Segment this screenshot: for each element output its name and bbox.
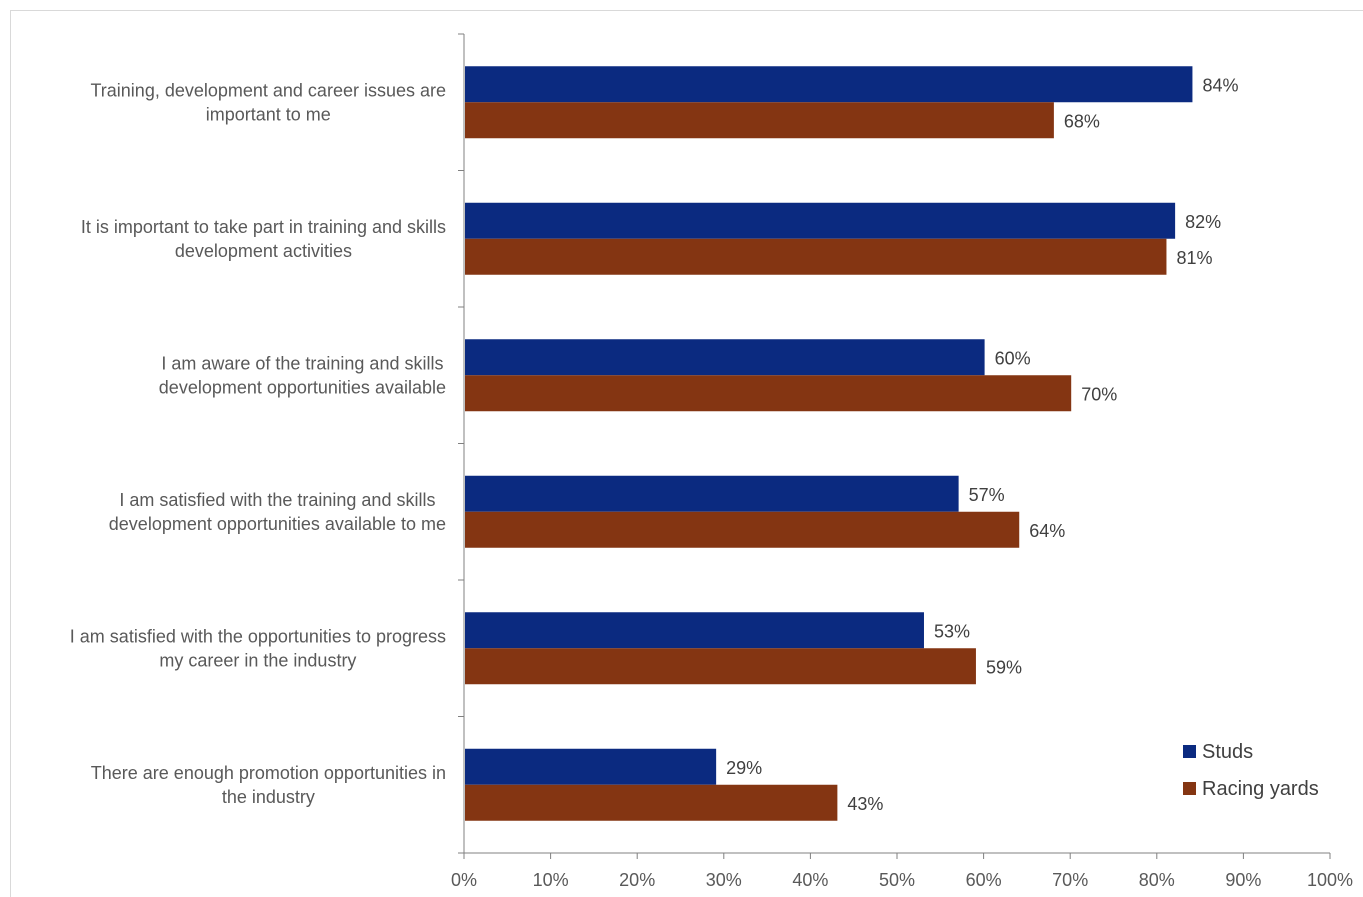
x-tick-label: 40%: [792, 870, 828, 890]
legend-label: Studs: [1202, 741, 1253, 763]
category-label: the industry: [222, 787, 315, 807]
category-label: important to me: [206, 104, 331, 124]
data-label: 60%: [995, 348, 1031, 368]
category-label: It is important to take part in training…: [81, 217, 446, 237]
chart-frame: [10, 10, 1363, 897]
bar-studs: [465, 66, 1193, 103]
data-label: 59%: [986, 657, 1022, 677]
x-tick-label: 30%: [706, 870, 742, 890]
bar-studs: [465, 475, 959, 512]
bar-racing-yards: [465, 375, 1072, 412]
x-tick-label: 100%: [1307, 870, 1353, 890]
category-label: I am satisfied with the opportunities to…: [70, 626, 446, 646]
data-label: 29%: [726, 758, 762, 778]
legend-swatch: [1183, 745, 1196, 758]
data-label: 84%: [1202, 75, 1238, 95]
x-tick-label: 60%: [966, 870, 1002, 890]
data-label: 81%: [1176, 248, 1212, 268]
data-label: 82%: [1185, 212, 1221, 232]
data-label: 70%: [1081, 384, 1117, 404]
data-label: 53%: [934, 621, 970, 641]
category-label: development opportunities available: [159, 377, 446, 397]
x-tick-label: 70%: [1052, 870, 1088, 890]
category-label: I am satisfied with the training and ski…: [119, 490, 435, 510]
bar-racing-yards: [465, 648, 976, 685]
category-label: development opportunities available to m…: [109, 514, 446, 534]
data-label: 43%: [847, 794, 883, 814]
data-label: 64%: [1029, 521, 1065, 541]
bar-studs: [465, 339, 985, 376]
bar-studs: [465, 748, 717, 785]
category-label: my career in the industry: [159, 650, 356, 670]
x-tick-label: 10%: [533, 870, 569, 890]
bar-racing-yards: [465, 511, 1020, 548]
data-label: 68%: [1064, 111, 1100, 131]
legend-swatch: [1183, 782, 1196, 795]
legend-label: Racing yards: [1202, 778, 1319, 800]
x-tick-label: 90%: [1225, 870, 1261, 890]
bar-studs: [465, 612, 924, 649]
bar-racing-yards: [465, 238, 1167, 275]
bar-racing-yards: [465, 102, 1054, 139]
x-tick-label: 50%: [879, 870, 915, 890]
category-label: I am aware of the training and skills: [161, 353, 443, 373]
x-tick-label: 0%: [451, 870, 477, 890]
data-label: 57%: [969, 485, 1005, 505]
bar-racing-yards: [465, 784, 838, 821]
category-label: development activities: [175, 241, 352, 261]
x-tick-label: 80%: [1139, 870, 1175, 890]
x-tick-label: 20%: [619, 870, 655, 890]
category-label: There are enough promotion opportunities…: [91, 763, 446, 783]
bar-studs: [465, 202, 1176, 239]
category-label: Training, development and career issues …: [90, 80, 446, 100]
